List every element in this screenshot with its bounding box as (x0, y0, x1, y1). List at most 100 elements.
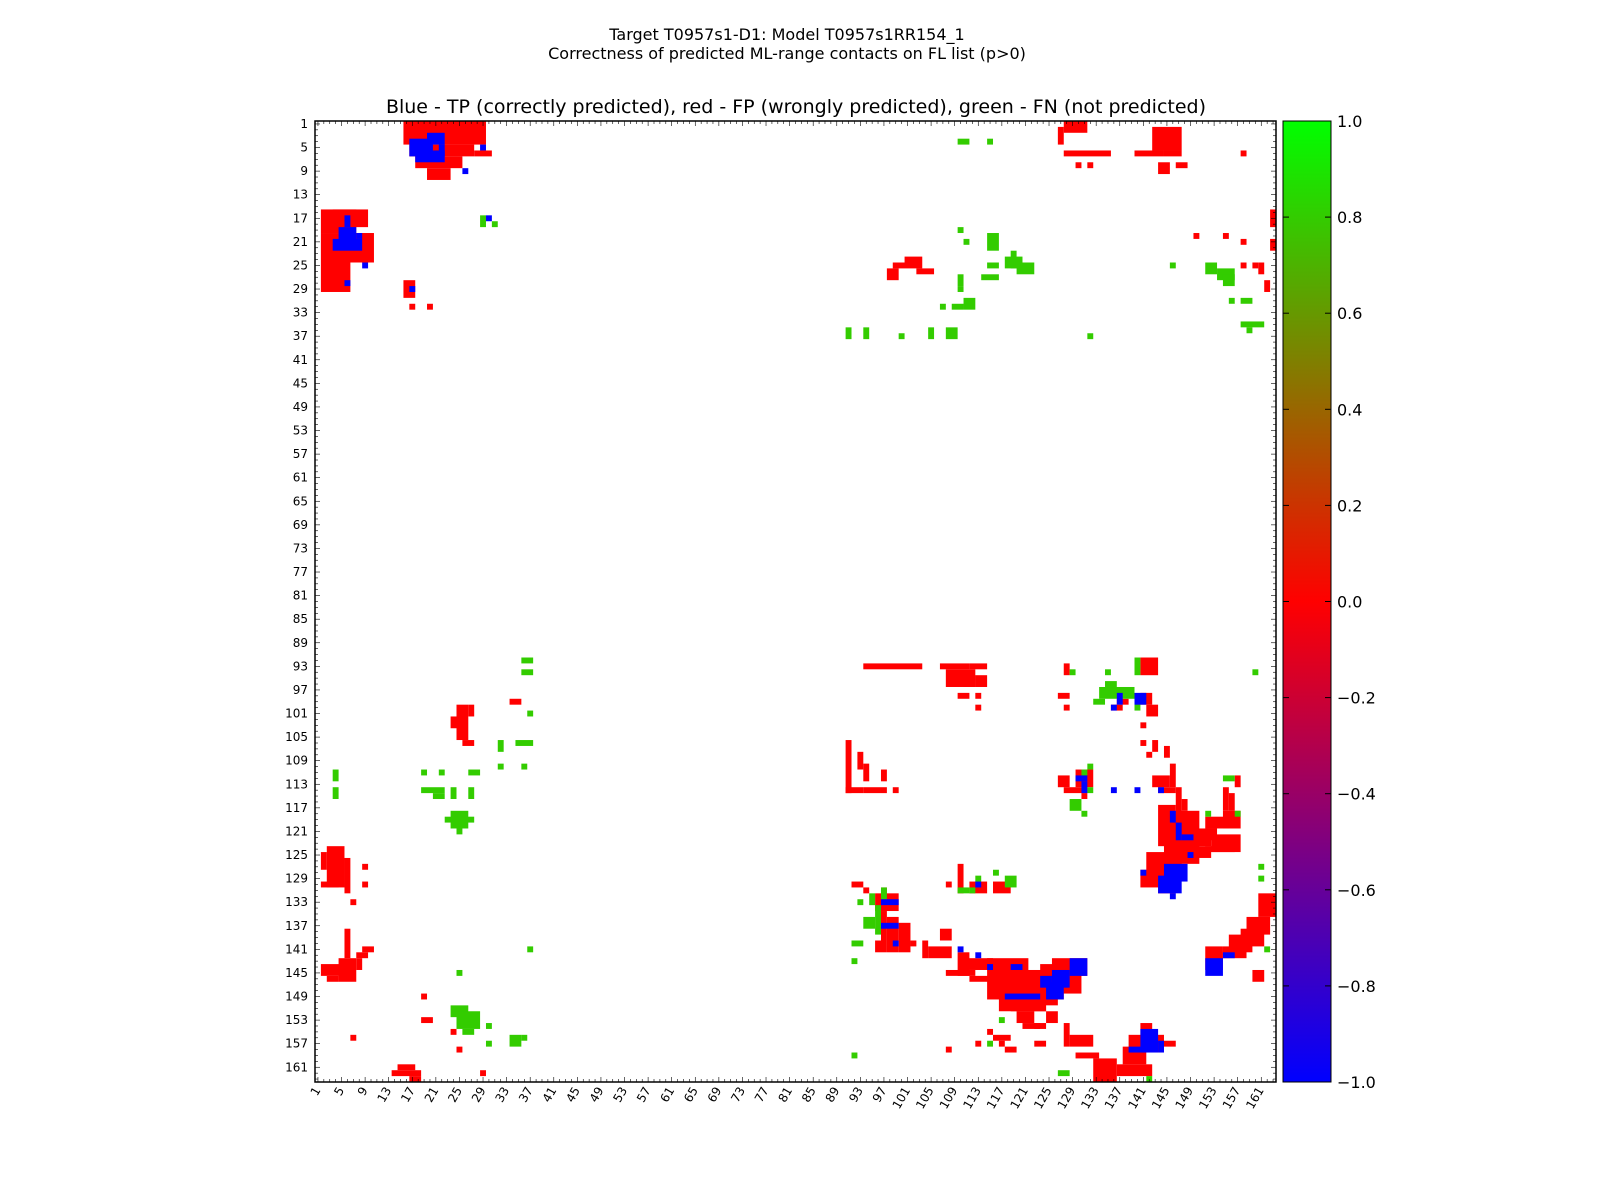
fn-cell-85 (969, 887, 976, 894)
fn-cell-88 (1057, 1070, 1070, 1077)
fp-cell-29 (1252, 262, 1259, 269)
fp-cell-76 (1152, 775, 1170, 788)
tp-cell-46 (880, 922, 899, 929)
fp-cell-143 (1022, 1023, 1041, 1029)
x-tick-label: 25 (445, 1085, 465, 1105)
tp-cell-47 (892, 940, 899, 947)
fp-cell-169 (1246, 916, 1271, 935)
fn-cell-49 (456, 828, 463, 835)
fn-cell-39 (438, 769, 445, 776)
tp-cell-38 (1004, 993, 1041, 1000)
fn-cell-54 (485, 1023, 492, 1029)
x-tick-label: 153 (1196, 1085, 1220, 1112)
contact-cells (320, 121, 1276, 1082)
fp-cell-64 (1140, 692, 1153, 705)
fn-cell-0 (957, 138, 970, 145)
y-tick-label: 157 (285, 1037, 308, 1051)
colorbar-tick-label: 0.6 (1337, 304, 1362, 323)
fp-cell-75 (1169, 763, 1176, 788)
y-tick-label: 97 (293, 683, 308, 697)
fn-cell-5 (963, 238, 970, 245)
fn-cell-6 (987, 233, 999, 251)
fp-cell-157 (1116, 1064, 1153, 1077)
fp-cell-10 (409, 303, 416, 310)
fn-cell-65 (1105, 669, 1111, 676)
x-tick-label: 109 (937, 1085, 961, 1112)
fp-cell-41 (975, 675, 988, 687)
y-tick-label: 121 (285, 824, 308, 838)
fn-cell-14 (963, 297, 976, 310)
y-tick-label: 45 (293, 376, 308, 390)
tp-cell-4 (462, 168, 469, 175)
fn-cell-43 (421, 787, 445, 794)
x-tick-label: 137 (1102, 1085, 1126, 1112)
fn-cell-63 (1134, 657, 1141, 676)
fp-cell-13 (1057, 126, 1064, 145)
fp-cell-134 (993, 881, 1011, 894)
y-tick-label: 161 (285, 1060, 308, 1074)
tp-cell-6 (485, 215, 492, 222)
fp-cell-78 (1175, 787, 1182, 817)
tp-cell-30 (975, 881, 982, 888)
x-tick-label: 17 (398, 1085, 418, 1105)
fp-cell-28 (1240, 262, 1247, 269)
fn-cell-26 (1222, 274, 1235, 287)
x-tick-label: 41 (540, 1085, 560, 1105)
fp-cell-135 (945, 881, 952, 888)
x-tick-label: 33 (492, 1085, 512, 1105)
fn-cell-31 (521, 657, 534, 664)
tp-cell-1 (415, 150, 445, 163)
x-tick-label: 29 (469, 1085, 489, 1105)
x-tick-label: 145 (1149, 1085, 1173, 1112)
x-tick-label: 149 (1173, 1085, 1197, 1112)
fp-cell-106 (326, 975, 339, 982)
fn-cell-77 (857, 899, 864, 906)
fp-cell-107 (338, 958, 357, 982)
fn-cell-79 (851, 958, 858, 965)
y-tick-label: 73 (293, 541, 308, 555)
tp-cell-3 (438, 144, 445, 157)
y-tick-label: 113 (285, 777, 308, 791)
x-tick-label: 37 (516, 1085, 536, 1105)
fn-cell-75 (875, 905, 881, 935)
tp-cell-9 (332, 238, 363, 251)
fn-cell-21 (945, 327, 958, 340)
fp-cell-36 (863, 663, 923, 670)
y-tick-label: 101 (285, 707, 308, 721)
fn-cell-84 (1004, 875, 1017, 888)
tp-cell-41 (1158, 1040, 1164, 1053)
y-tick-label: 133 (285, 895, 308, 909)
x-tick-label: 141 (1125, 1085, 1149, 1112)
colorbar-tick-label: −1.0 (1337, 1073, 1376, 1092)
fp-cell-35 (886, 268, 899, 281)
fp-cell-125 (875, 940, 887, 953)
tp-cell-35 (1069, 958, 1088, 976)
x-tick-labels: 1 5 9 13 17 21 25 29 33 37 41 45 49 53 57 61 65 69 73 77 81 8… (308, 1085, 1267, 1112)
y-tick-label: 29 (293, 282, 308, 296)
fp-cell-45 (509, 698, 522, 705)
y-tick-label: 129 (285, 872, 308, 886)
fp-cell-0 (403, 121, 486, 145)
fp-cell-104 (362, 946, 374, 953)
fn-cell-73 (869, 893, 876, 906)
fp-cell-119 (863, 887, 870, 894)
fn-cell-48 (450, 810, 469, 829)
fp-cell-16 (1087, 162, 1094, 169)
colorbar-tick-label: −0.6 (1337, 881, 1376, 900)
y-tick-label: 77 (293, 565, 308, 579)
fn-cell-25 (1217, 268, 1235, 281)
x-tick-label: 157 (1220, 1085, 1244, 1112)
fn-cell-80 (851, 1052, 858, 1059)
fp-cell-137 (969, 975, 993, 982)
x-tick-label: 89 (823, 1085, 843, 1105)
fp-cell-60 (1063, 704, 1070, 711)
fn-cell-4 (957, 227, 964, 234)
fn-cell-42 (332, 787, 339, 799)
fn-cell-17 (845, 327, 852, 340)
colorbar-tick-label: 0.4 (1337, 400, 1362, 419)
fp-cell-152 (1004, 1046, 1017, 1053)
fn-cell-92 (1264, 946, 1271, 953)
fp-cell-100 (362, 863, 369, 870)
fp-cell-102 (344, 928, 351, 959)
